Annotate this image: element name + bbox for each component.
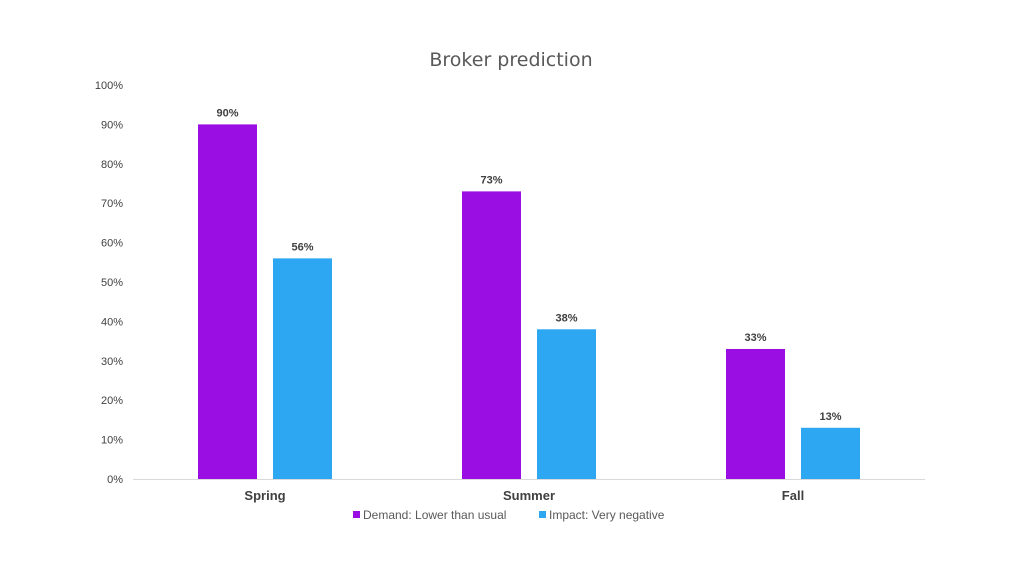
data-label: 90% (216, 107, 238, 119)
y-tick-label: 10% (101, 435, 123, 447)
data-label: 73% (480, 174, 502, 186)
bars-group: 90% 56% 73% 38% 33% 13% (198, 107, 860, 480)
legend-label: Demand: Lower than usual (363, 508, 506, 522)
y-tick-label: 0% (107, 474, 123, 486)
x-axis: Spring Summer Fall (133, 479, 925, 503)
data-label: 38% (555, 312, 577, 324)
y-tick-label: 90% (101, 119, 123, 131)
y-tick-label: 20% (101, 395, 123, 407)
y-tick-label: 100% (95, 80, 123, 92)
x-tick-label: Fall (782, 488, 804, 503)
legend-swatch (539, 511, 546, 518)
y-tick-label: 40% (101, 316, 123, 328)
y-tick-label: 60% (101, 238, 123, 250)
legend-swatch (353, 511, 360, 518)
bar-fall-series-0 (726, 348, 785, 479)
data-label: 56% (291, 241, 313, 253)
y-axis: 0% 10% 20% 30% 40% 50% 60% 70% 80% 90% 100% (95, 80, 123, 486)
x-tick-label: Summer (503, 488, 555, 503)
y-tick-label: 70% (101, 198, 123, 210)
chart-title: Broker prediction (429, 49, 592, 71)
legend: Demand: Lower than usual Impact: Very neg… (353, 508, 665, 522)
y-tick-label: 50% (101, 277, 123, 289)
bar-summer-series-0 (462, 191, 521, 479)
data-label: 33% (744, 332, 766, 344)
bar-spring-series-0 (198, 124, 257, 480)
y-tick-label: 30% (101, 356, 123, 368)
data-label: 13% (819, 411, 841, 423)
bar-spring-series-1 (273, 258, 332, 479)
x-tick-label: Spring (244, 488, 285, 503)
legend-label: Impact: Very negative (549, 508, 665, 522)
bar-fall-series-1 (801, 427, 860, 479)
y-tick-label: 80% (101, 159, 123, 171)
bar-summer-series-1 (537, 329, 596, 479)
